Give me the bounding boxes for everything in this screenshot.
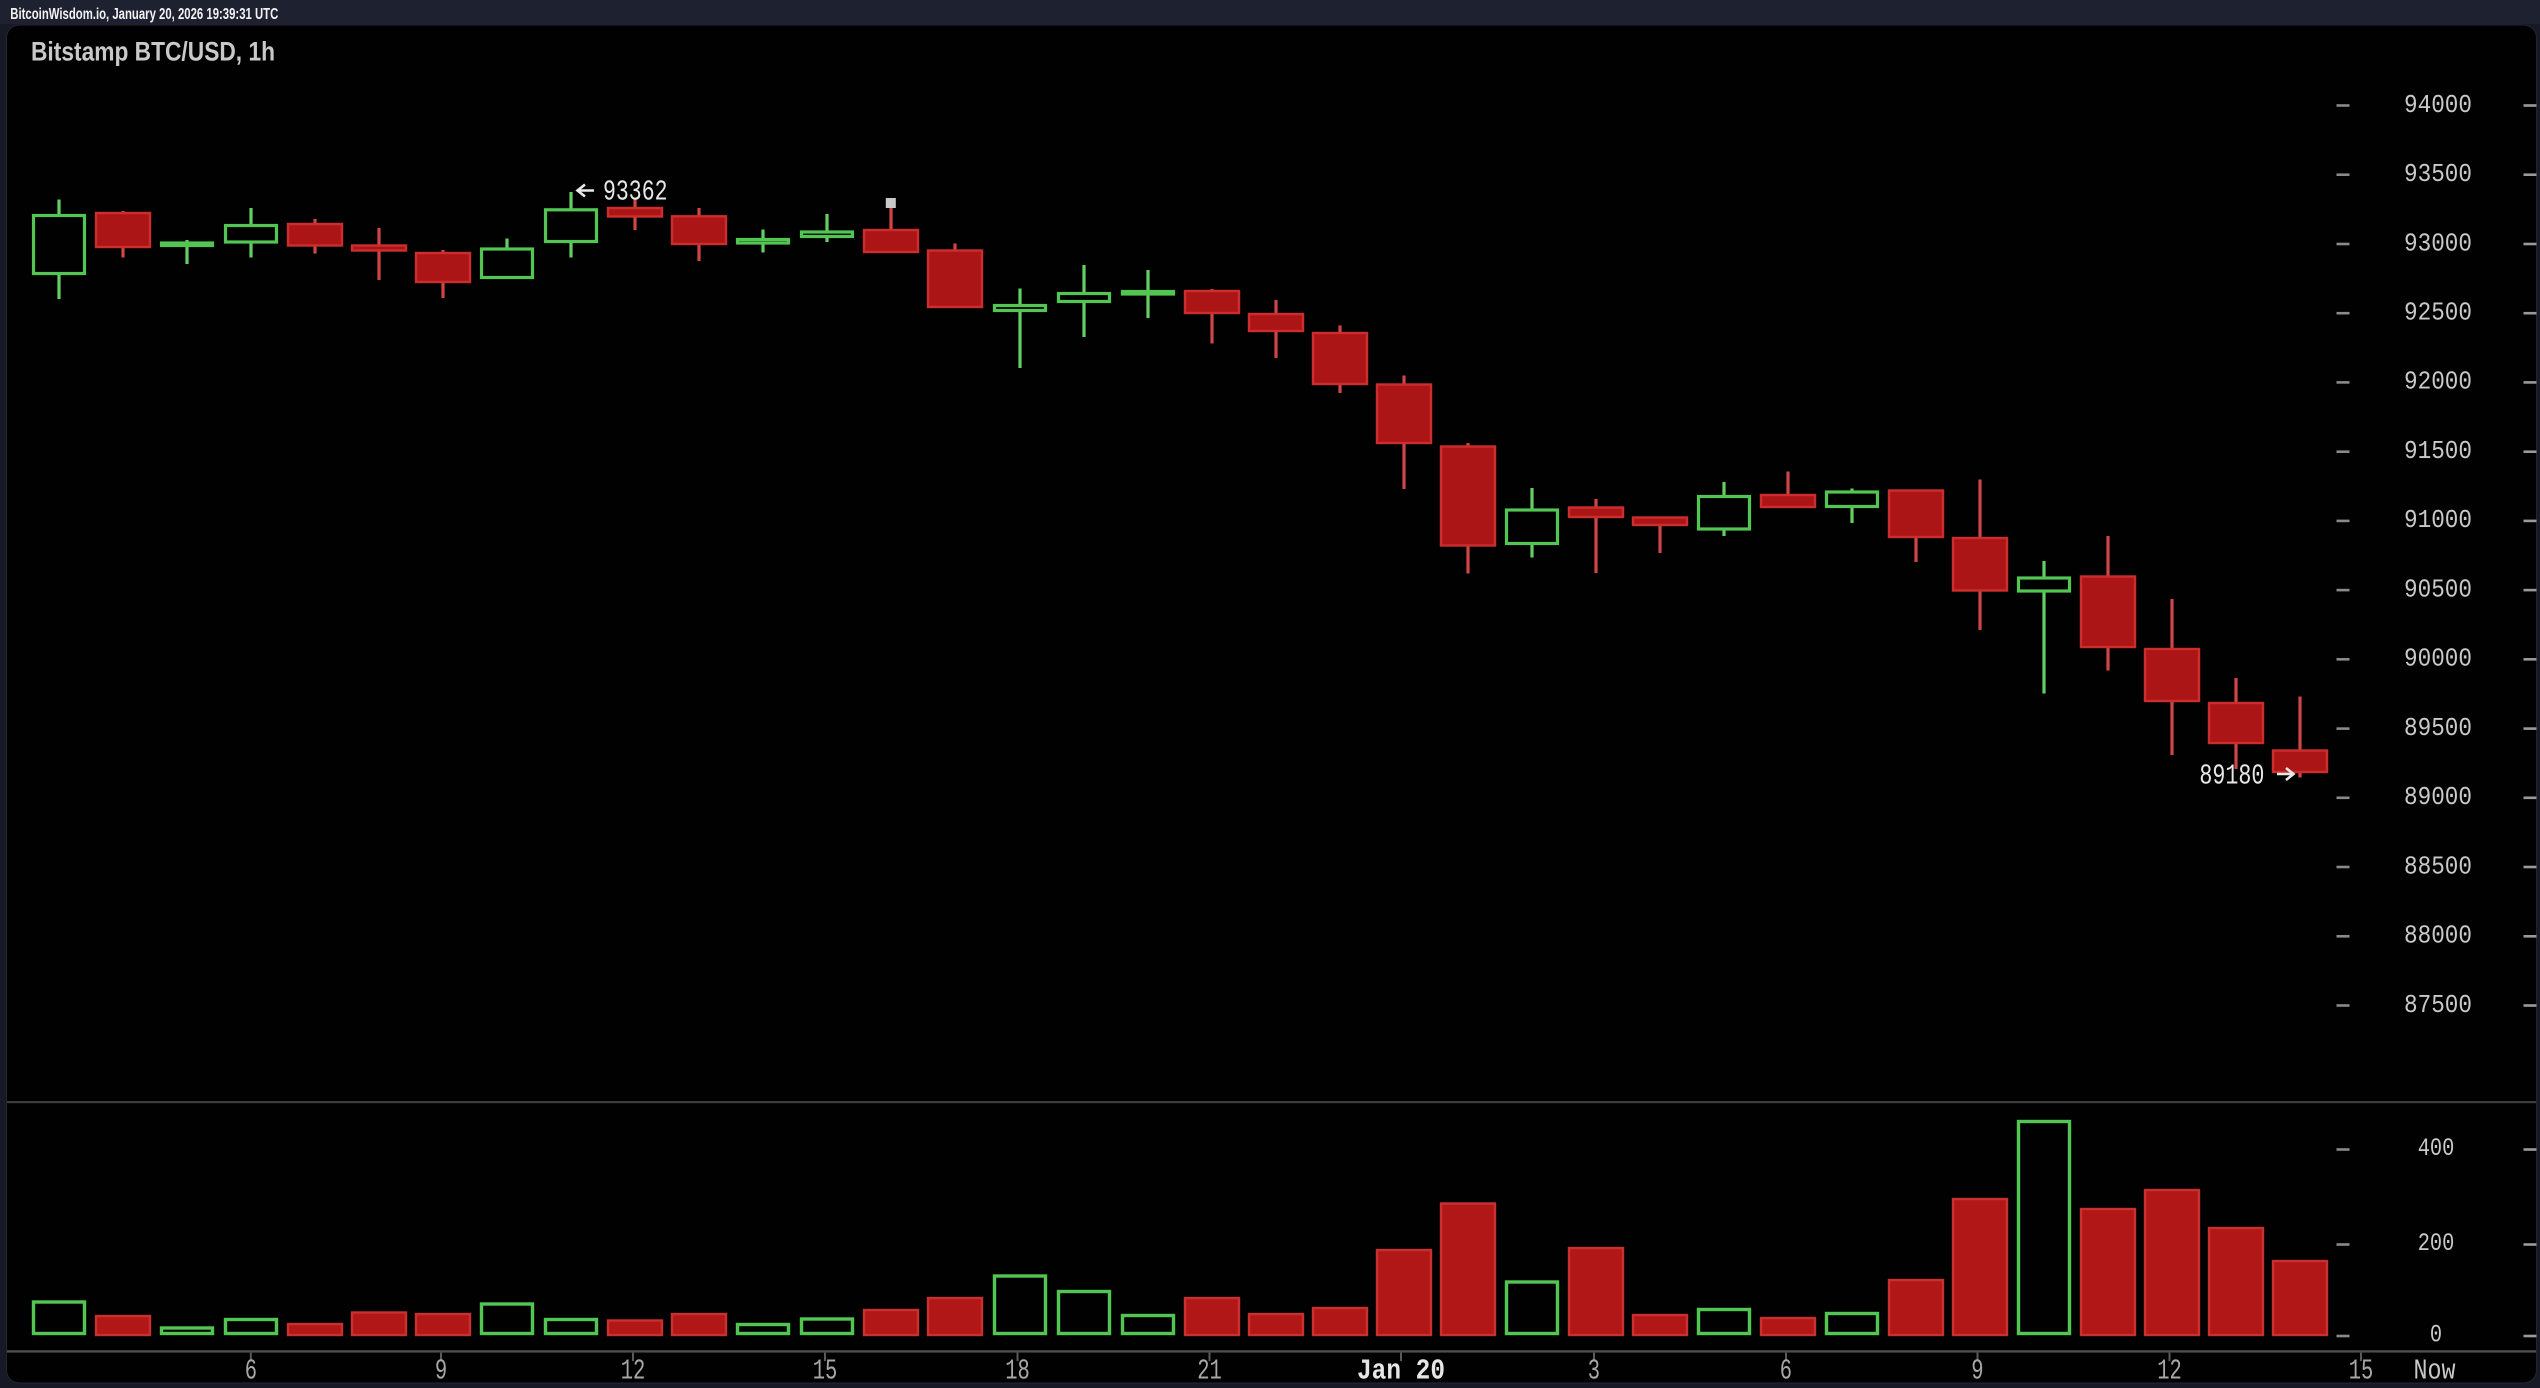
svg-text:3: 3 [1588, 1355, 1600, 1388]
svg-text:15: 15 [813, 1355, 838, 1388]
svg-text:89500: 89500 [2404, 713, 2472, 743]
svg-text:15: 15 [2349, 1355, 2374, 1388]
svg-text:Bitstamp BTC/USD, 1h: Bitstamp BTC/USD, 1h [31, 37, 275, 67]
svg-text:18: 18 [1005, 1355, 1030, 1388]
svg-text:88500: 88500 [2404, 851, 2472, 881]
svg-text:93500: 93500 [2404, 159, 2472, 189]
svg-text:94000: 94000 [2404, 90, 2472, 120]
svg-text:Jan 20: Jan 20 [1357, 1355, 1445, 1388]
svg-text:BitcoinWisdom.io, January 20,: BitcoinWisdom.io, January 20, 2026 19:39… [10, 6, 278, 23]
svg-text:9: 9 [1971, 1355, 1983, 1388]
svg-text:91500: 91500 [2404, 436, 2472, 466]
svg-text:93000: 93000 [2404, 228, 2472, 258]
svg-text:90000: 90000 [2404, 644, 2472, 674]
svg-text:87500: 87500 [2404, 990, 2472, 1020]
svg-text:9: 9 [435, 1355, 447, 1388]
svg-text:Now: Now [2414, 1355, 2456, 1388]
svg-text:200: 200 [2418, 1229, 2455, 1258]
svg-text:400: 400 [2418, 1134, 2455, 1163]
svg-text:92000: 92000 [2404, 367, 2472, 397]
svg-text:88000: 88000 [2404, 921, 2472, 951]
svg-text:21: 21 [1197, 1355, 1222, 1388]
svg-text:91000: 91000 [2404, 505, 2472, 535]
svg-text:6: 6 [1780, 1355, 1792, 1388]
svg-text:12: 12 [621, 1355, 646, 1388]
svg-text:0: 0 [2430, 1321, 2442, 1350]
svg-text:92500: 92500 [2404, 298, 2472, 328]
svg-text:89000: 89000 [2404, 782, 2472, 812]
svg-text:90500: 90500 [2404, 574, 2472, 604]
svg-text:6: 6 [245, 1355, 257, 1388]
svg-text:12: 12 [2157, 1355, 2182, 1388]
svg-text:89180: 89180 [2199, 760, 2264, 793]
svg-text:93362: 93362 [603, 176, 668, 209]
